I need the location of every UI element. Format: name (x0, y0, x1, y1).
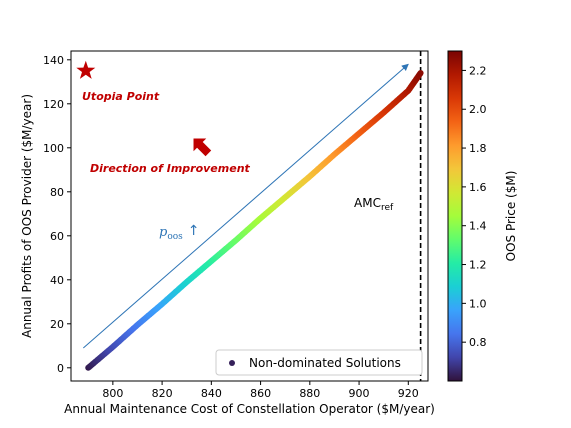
direction-of-improvement-label: Direction of Improvement (90, 162, 251, 175)
colorbar-tick-label: 1.0 (469, 297, 487, 310)
colorbar-tick-label: 1.2 (469, 259, 487, 272)
price-up-arrow-icon: ↑ (188, 223, 200, 239)
utopia-point-label: Utopia Point (82, 90, 160, 103)
y-tick-label: 100 (43, 142, 64, 155)
y-tick-label: 0 (57, 362, 64, 375)
scatter-point (417, 70, 424, 76)
legend-marker (229, 360, 235, 366)
direction-arrow-shape (193, 138, 212, 157)
x-tick-label: 800 (102, 387, 123, 400)
colorbar-tick-label: 2.0 (469, 103, 487, 116)
x-tick-label: 920 (398, 387, 419, 400)
legend: Non-dominated Solutions (215, 349, 423, 376)
x-tick-label: 900 (349, 387, 370, 400)
x-axis-label: Annual Maintenance Cost of Constellation… (64, 402, 435, 416)
y-tick-label: 60 (50, 230, 64, 243)
y-tick-label: 40 (50, 274, 64, 287)
colorbar-tick-label: 2.2 (469, 64, 487, 77)
y-tick-label: 80 (50, 186, 64, 199)
x-tick-label: 820 (152, 387, 173, 400)
y-axis-label: Annual Profits of OOS Provider ($M/year) (20, 94, 34, 338)
reference-line-label: AMCref (354, 196, 394, 213)
price-arrow-label: poos ↑ (159, 223, 200, 242)
y-tick-label: 120 (43, 98, 64, 111)
trend-arrow (82, 63, 409, 349)
direction-arrow-icon (193, 138, 212, 157)
colorbar-tick-label: 1.4 (469, 220, 487, 233)
colorbar-tick-label: 0.8 (469, 336, 487, 349)
colorbar-tick-label: 1.8 (469, 142, 487, 155)
colorbar-bar (447, 50, 463, 382)
x-tick-label: 880 (299, 387, 320, 400)
legend-box (215, 349, 423, 376)
plot-frame (70, 50, 429, 382)
colorbar: OOS Price ($M) 0.8 1.0 1.2 1.4 1.6 1.8 2.0 2.2 (447, 50, 518, 382)
axes: Annual Maintenance Cost of Constellation… (20, 50, 435, 416)
colorbar-label: OOS Price ($M) (504, 171, 518, 262)
y-tick-label: 140 (43, 54, 64, 67)
ref-label-subscript: ref (381, 203, 394, 213)
price-subscript: oos (167, 232, 183, 242)
colorbar-tick-label: 1.6 (469, 181, 487, 194)
scatter-marks (85, 70, 424, 371)
price-symbol: p (159, 225, 168, 240)
y-tick-label: 20 (50, 318, 64, 331)
annotations: Utopia Point Direction of Improvement po… (76, 60, 409, 349)
x-tick-label: 860 (250, 387, 271, 400)
legend-entry-label: Non-dominated Solutions (249, 356, 401, 370)
ref-label-main: AMC (354, 196, 381, 210)
x-tick-label: 840 (201, 387, 222, 400)
utopia-star-icon (76, 60, 96, 79)
